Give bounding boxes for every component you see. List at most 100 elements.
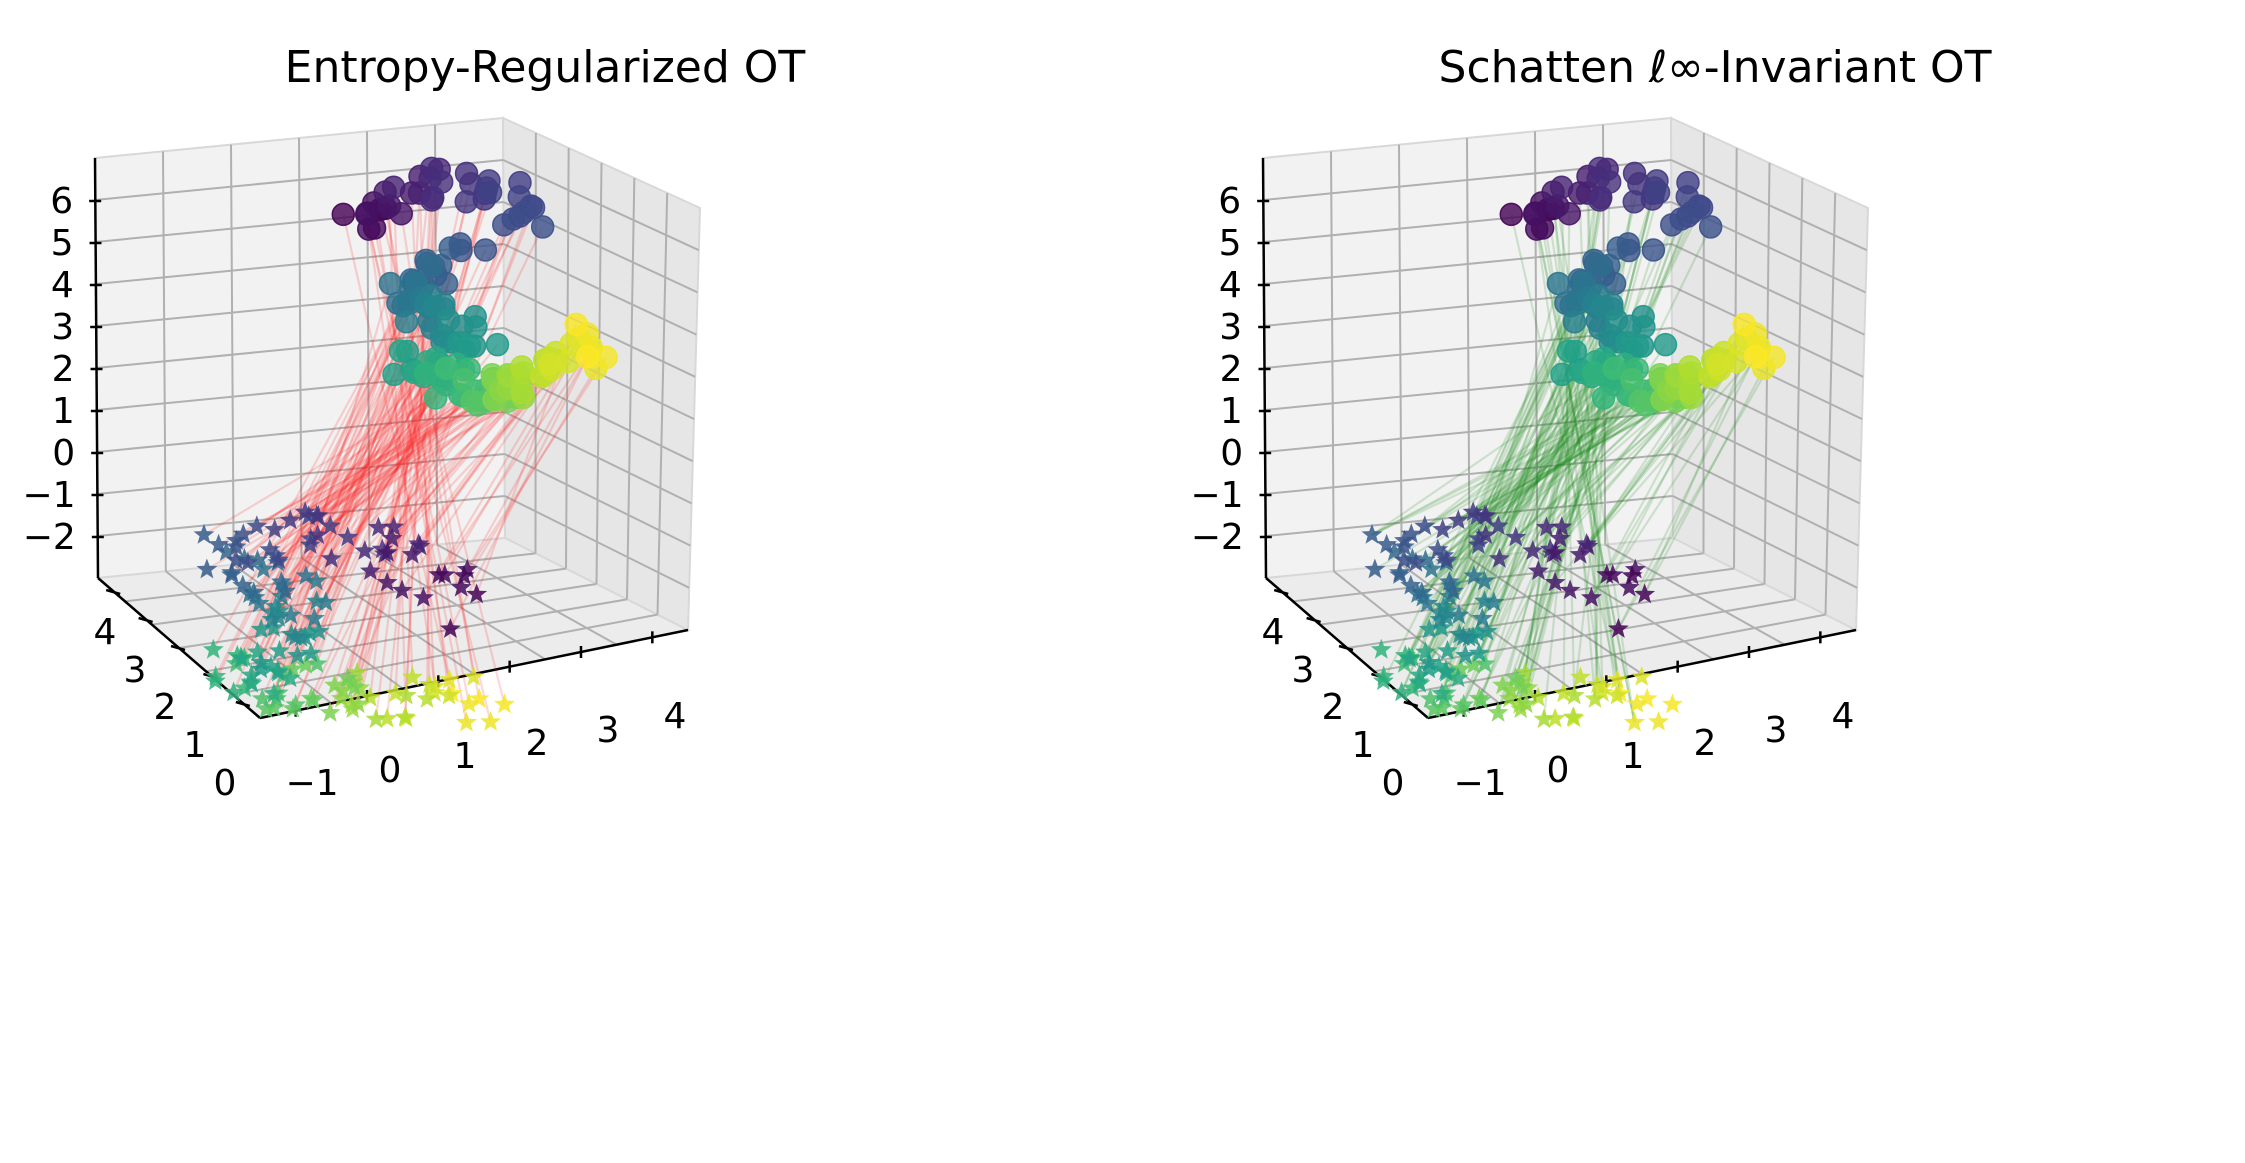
x-tick-label: 0 [1547, 750, 1570, 791]
y-tick-label: 2 [1322, 687, 1345, 728]
transport-link [235, 259, 428, 665]
source-star-point [1522, 540, 1544, 560]
target-circle-point [1562, 310, 1587, 334]
source-star-point [294, 501, 316, 522]
grid-line [300, 557, 475, 675]
grid-line [626, 177, 636, 600]
source-star-point [270, 571, 292, 591]
source-star-point [280, 604, 302, 625]
source-star-point [401, 666, 423, 687]
source-star-point [232, 523, 254, 544]
source-star-point [1453, 693, 1475, 714]
grid-line [1536, 550, 1714, 661]
source-star-point [306, 570, 327, 591]
source-star-point [248, 592, 270, 613]
source-star-point [1394, 644, 1416, 665]
transport-link [315, 357, 438, 582]
source-star-point [1474, 653, 1496, 673]
target-circle-point [420, 188, 444, 212]
source-star-point [434, 564, 456, 584]
transport-link [291, 211, 526, 670]
source-star-point [1483, 591, 1505, 612]
transport-link [256, 381, 498, 528]
source-star-point [1621, 564, 1643, 585]
x-tick-label: 3 [1765, 710, 1788, 751]
source-star-point [1429, 608, 1451, 629]
transport-link [329, 196, 521, 714]
source-star-point [1624, 711, 1645, 732]
transport-link [342, 214, 454, 694]
target-circle-point [1680, 200, 1704, 224]
y-tick-label: 0 [214, 763, 237, 804]
source-star-point [306, 590, 327, 611]
source-star-point [347, 693, 369, 714]
x-tick-label: 4 [1832, 696, 1855, 737]
source-star-point [243, 581, 265, 602]
y-tick-label: 1 [1352, 725, 1375, 766]
x-tick-label: 1 [1622, 736, 1645, 777]
source-star-point [307, 524, 329, 545]
source-star-point [319, 701, 341, 722]
grid-line [1333, 570, 1500, 705]
source-star-point [1553, 682, 1575, 703]
target-circle-point [1556, 339, 1581, 363]
source-star-point [1436, 549, 1458, 570]
source-star-point [232, 574, 254, 595]
y-tick-label: 2 [154, 687, 177, 728]
source-star-point [1463, 565, 1485, 585]
source-star-point [241, 672, 263, 693]
y-tick-label: 4 [94, 612, 117, 653]
source-star-point [1433, 544, 1455, 565]
transport-link [304, 218, 515, 666]
transport-link [1525, 192, 1655, 705]
y-tick-label: 1 [184, 725, 207, 766]
transport-link [1424, 390, 1644, 562]
transport-link [1518, 196, 1689, 683]
source-star-point [1563, 684, 1585, 705]
transport-link [1535, 228, 1604, 693]
source-star-point [208, 533, 230, 554]
transport-link [260, 341, 444, 631]
source-star-point [269, 639, 290, 660]
source-star-point [1602, 564, 1624, 584]
source-star-point [223, 681, 245, 702]
source-star-point [1361, 523, 1383, 544]
source-star-point [463, 665, 485, 686]
y-tick-mark [170, 644, 186, 652]
source-star-point [274, 580, 296, 601]
target-circle-point [388, 339, 413, 363]
source-star-point [1539, 538, 1561, 559]
y-tick-label: 4 [1262, 612, 1285, 653]
source-star-point [1391, 681, 1413, 702]
source-star-point [299, 534, 321, 554]
z-tick-label: 5 [1219, 223, 1242, 264]
source-star-point [273, 664, 294, 685]
transport-link [1579, 350, 1759, 556]
source-star-point [1636, 687, 1658, 708]
source-star-point [1499, 687, 1520, 708]
source-star-point [1450, 658, 1472, 678]
transport-link [1533, 212, 1636, 723]
transport-link [365, 214, 437, 687]
transport-link [1443, 381, 1666, 557]
source-star-point [1474, 590, 1495, 611]
transport-link [214, 280, 415, 678]
transport-link [324, 350, 402, 603]
source-star-point [1370, 638, 1392, 659]
source-stars [1361, 501, 1683, 732]
transport-link [1440, 283, 1560, 695]
target-circle-point [394, 310, 419, 334]
target-circles [1499, 156, 1786, 417]
transport-link [365, 212, 468, 723]
target-circle-point [1597, 170, 1622, 194]
transport-link [1478, 226, 1712, 699]
z-tick-label: 4 [1219, 265, 1242, 306]
source-star-point [1393, 536, 1415, 556]
source-star-point [231, 647, 252, 668]
transport-link [313, 376, 441, 619]
transport-link [1643, 333, 1757, 595]
source-star-point [1533, 708, 1555, 729]
source-star-point [359, 686, 381, 707]
source-star-point [265, 544, 287, 565]
source-star-point [346, 661, 368, 682]
